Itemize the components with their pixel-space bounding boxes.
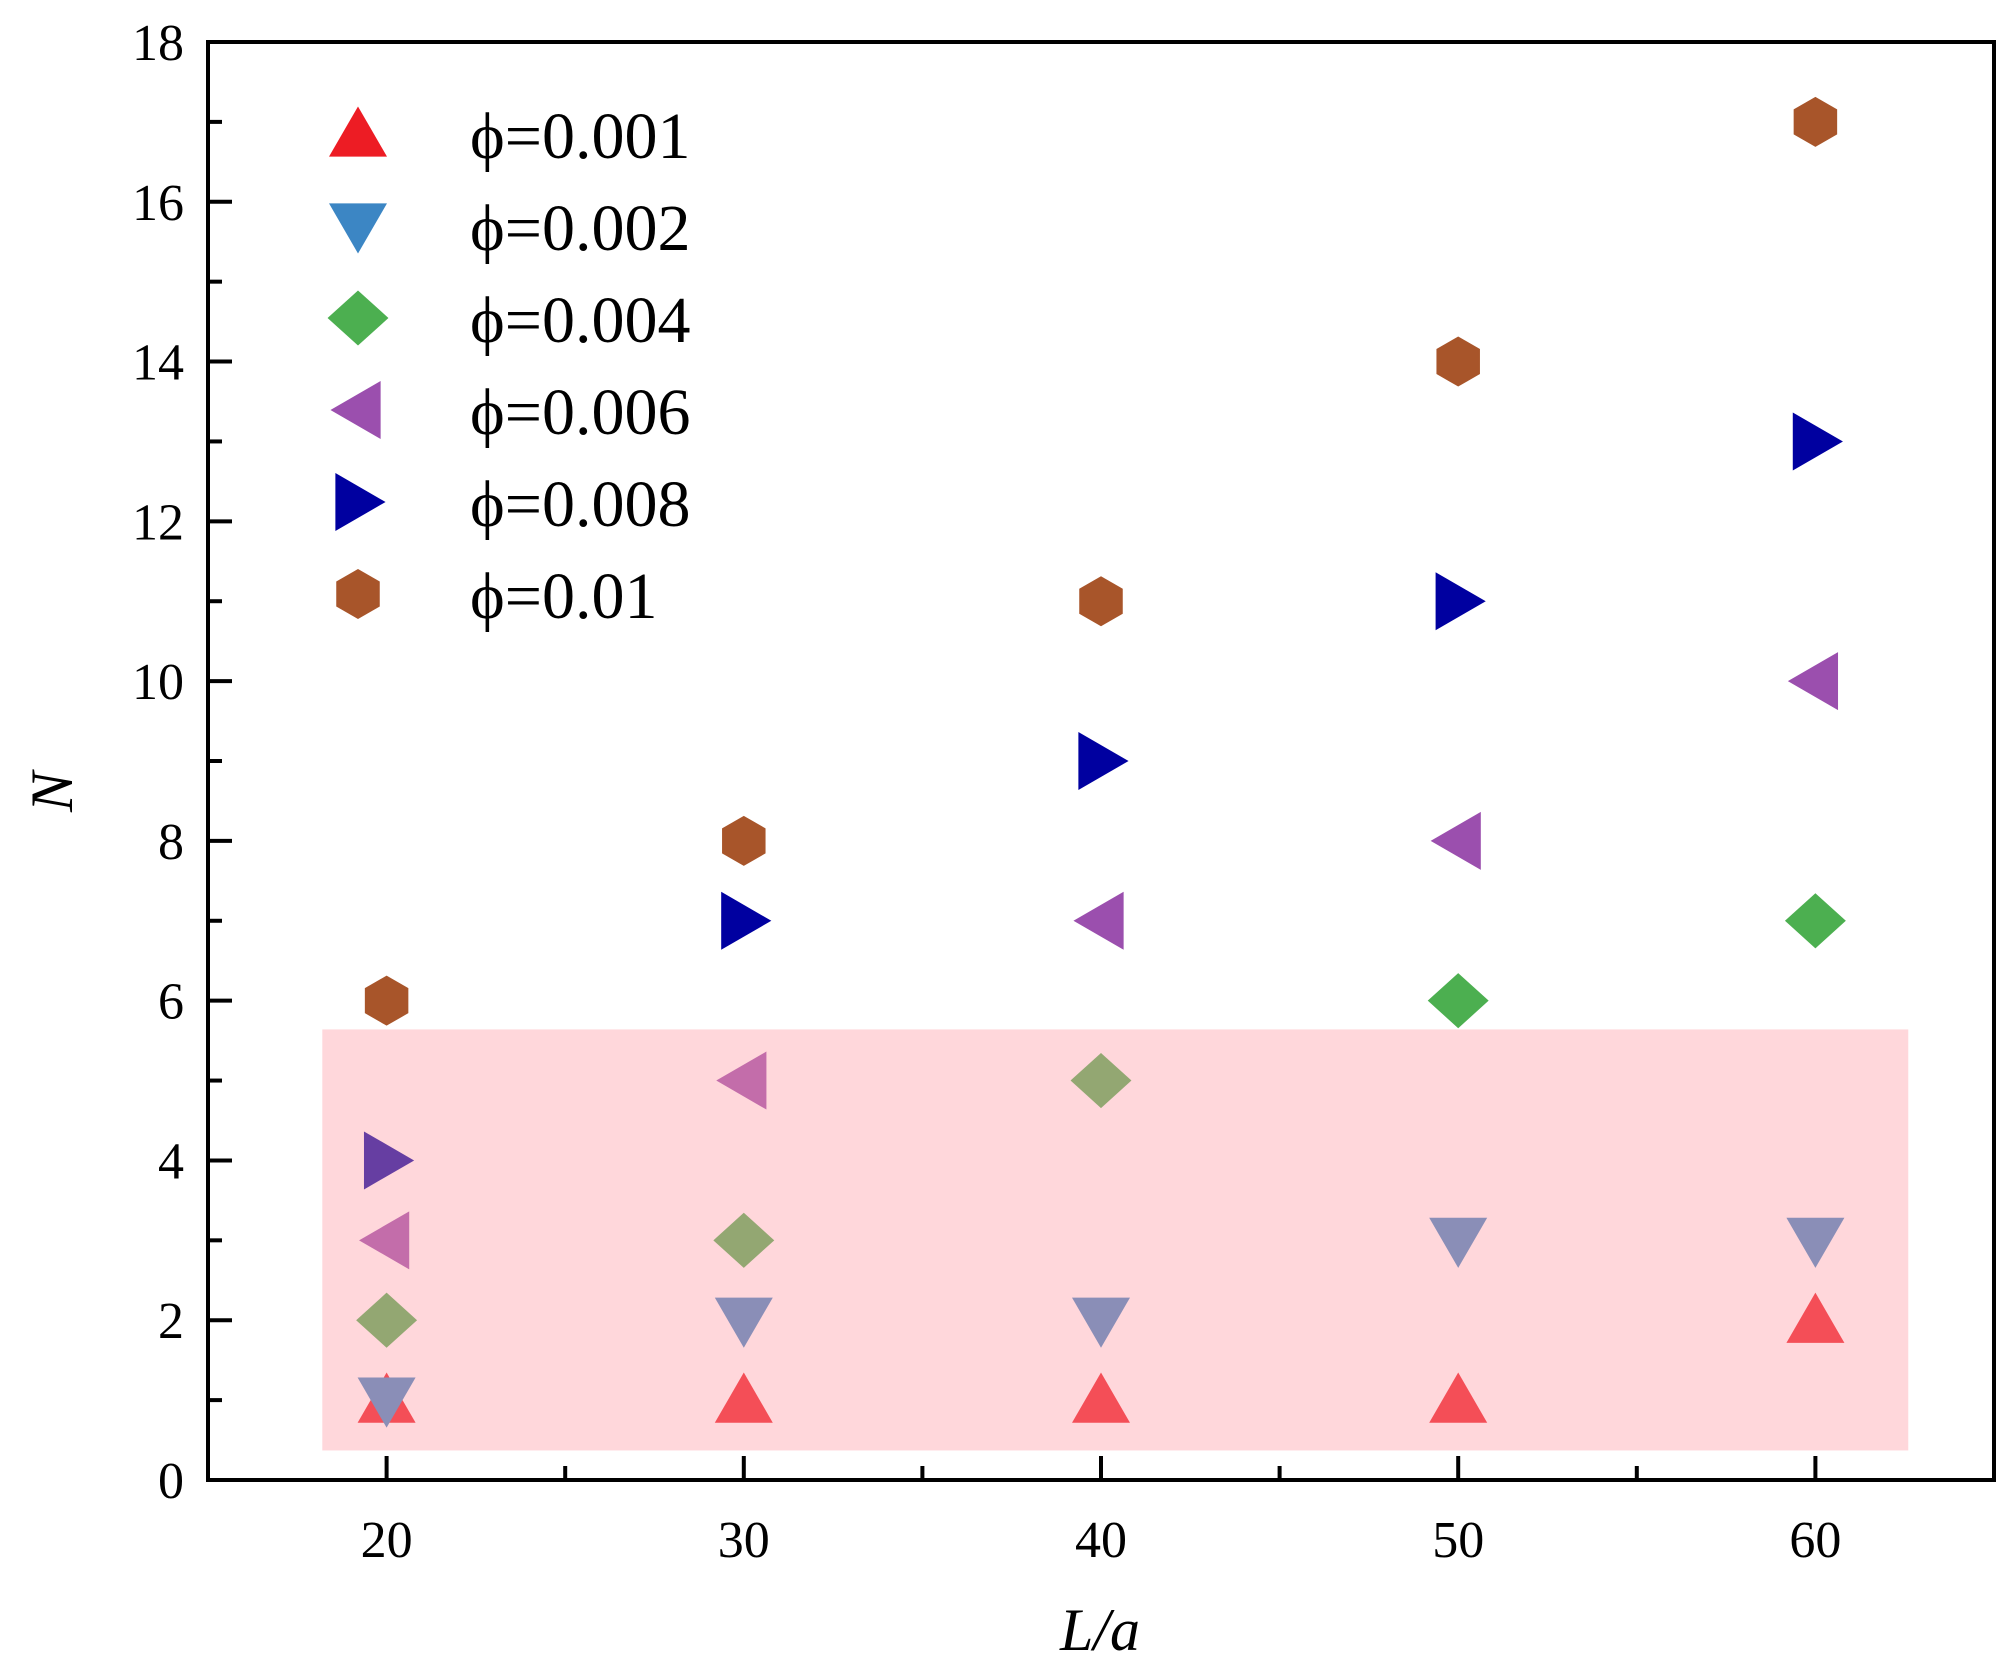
legend-label: ϕ=0.01 [470, 560, 657, 633]
legend-label: ϕ=0.008 [470, 468, 690, 541]
y-tick-label: 18 [132, 15, 184, 72]
axis-ticks: 20 30 40 50 60 0 2 4 6 8 10 12 14 16 18 [132, 15, 1996, 1569]
legend-marker-icon [336, 569, 380, 619]
y-tick-label: 16 [132, 175, 184, 232]
data-point [364, 975, 409, 1026]
data-point [1784, 893, 1846, 949]
legend-label: ϕ=0.002 [470, 192, 690, 265]
legend-marker-icon [327, 290, 389, 346]
x-tick-label: 40 [1075, 1512, 1127, 1569]
data-point [1079, 576, 1123, 627]
x-axis-label: L/a [1059, 1597, 1140, 1663]
y-tick-label: 0 [158, 1453, 184, 1510]
legend: ϕ=0.001 ϕ=0.002 ϕ=0.004 ϕ=0.006 ϕ=0.008 ϕ=0.0… [327, 100, 690, 633]
legend-marker-icon [329, 203, 387, 254]
data-point [356, 1292, 418, 1348]
data-point [1430, 811, 1481, 870]
data-point [713, 1212, 775, 1268]
data-points [356, 96, 1846, 1428]
data-point [363, 1131, 415, 1190]
legend-item: ϕ=0.008 [335, 468, 690, 541]
data-point [714, 1372, 773, 1423]
data-point [1436, 336, 1480, 387]
legend-marker-icon [329, 106, 387, 157]
data-point [721, 891, 772, 950]
data-point [1786, 1217, 1845, 1268]
plot-frame [206, 40, 1996, 1482]
data-point [1072, 1372, 1130, 1423]
legend-marker-icon [330, 381, 381, 439]
data-point [1429, 1217, 1488, 1268]
y-tick-label: 2 [158, 1293, 184, 1350]
legend-label: ϕ=0.004 [470, 284, 690, 357]
data-point [357, 1377, 416, 1428]
legend-label: ϕ=0.001 [470, 100, 690, 173]
y-tick-label: 6 [158, 974, 184, 1031]
y-tick-label: 4 [158, 1133, 184, 1190]
data-point [1792, 412, 1843, 471]
y-axis-label: N [19, 769, 85, 813]
data-point [1072, 1297, 1130, 1348]
data-point [714, 1297, 773, 1348]
data-point [1429, 1372, 1488, 1423]
legend-item: ϕ=0.002 [329, 192, 690, 265]
data-point [1787, 652, 1839, 711]
data-point [1435, 572, 1486, 631]
y-tick-label: 12 [132, 494, 184, 551]
data-point [1070, 1053, 1132, 1109]
x-tick-label: 20 [361, 1512, 413, 1569]
y-tick-label: 14 [132, 335, 184, 392]
data-point [1427, 973, 1489, 1029]
x-tick-label: 30 [718, 1512, 770, 1569]
legend-item: ϕ=0.006 [330, 376, 690, 449]
data-point [359, 1211, 410, 1270]
y-tick-label: 8 [158, 814, 184, 871]
legend-marker-icon [335, 473, 386, 531]
data-point [1078, 732, 1129, 790]
data-point [1793, 96, 1838, 147]
legend-item: ϕ=0.004 [327, 284, 690, 357]
data-point [716, 1051, 767, 1110]
x-tick-label: 50 [1432, 1512, 1484, 1569]
highlight-region [322, 1029, 1909, 1451]
x-tick-label: 60 [1789, 1512, 1841, 1569]
legend-item: ϕ=0.001 [329, 100, 690, 173]
data-point [1073, 891, 1124, 950]
y-tick-label: 10 [132, 654, 184, 711]
legend-item: ϕ=0.01 [336, 560, 657, 633]
data-point [1786, 1292, 1845, 1343]
data-point [722, 815, 766, 866]
legend-label: ϕ=0.006 [470, 376, 690, 449]
